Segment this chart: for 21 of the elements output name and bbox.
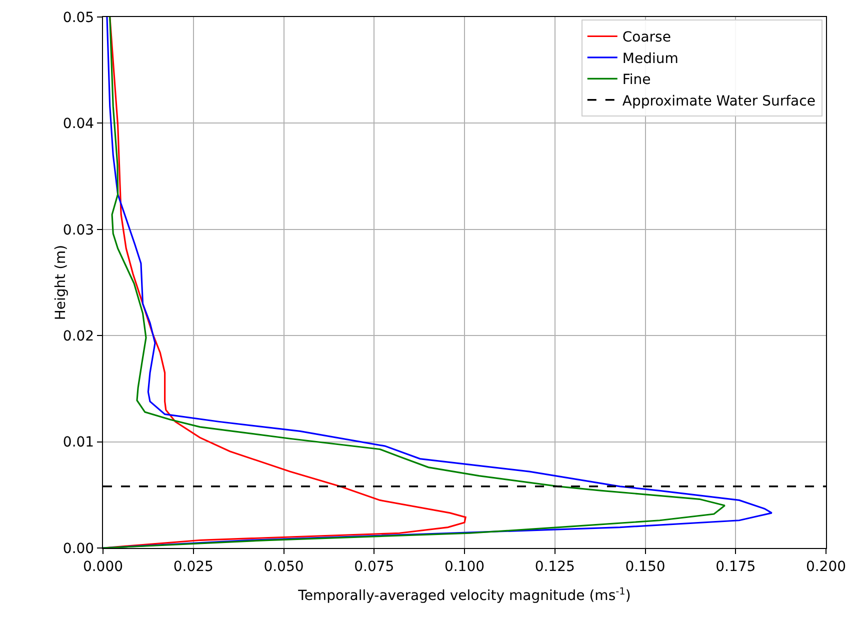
x-tick-label: 0.000 bbox=[82, 558, 124, 575]
y-tick-label: 0.00 bbox=[62, 540, 94, 557]
x-tick-label: 0.175 bbox=[716, 558, 756, 575]
x-tick-label: 0.025 bbox=[173, 558, 214, 575]
x-tick-label: 0.100 bbox=[444, 558, 485, 575]
y-tick-label: 0.05 bbox=[62, 10, 94, 26]
x-tick-label: 0.050 bbox=[264, 558, 304, 575]
y-axis-title: Height (m) bbox=[52, 244, 69, 320]
y-tick-label: 0.01 bbox=[62, 434, 94, 451]
x-axis-title: Temporally-averaged velocity magnitude (ms$^{-1}$) bbox=[297, 586, 631, 604]
x-tick-label: 0.200 bbox=[806, 558, 846, 575]
legend-label: Coarse bbox=[622, 30, 671, 46]
legend-label: Approximate Water Surface bbox=[622, 93, 816, 110]
legend-label: Medium bbox=[622, 50, 678, 67]
y-tick-label: 0.03 bbox=[62, 222, 94, 238]
x-tick-label: 0.150 bbox=[625, 558, 666, 575]
y-tick-label: 0.04 bbox=[62, 116, 94, 132]
x-tick-label: 0.125 bbox=[534, 558, 575, 575]
x-tick-label: 0.075 bbox=[354, 558, 394, 575]
legend-label: Fine bbox=[622, 72, 651, 88]
y-tick-label: 0.02 bbox=[62, 328, 94, 344]
